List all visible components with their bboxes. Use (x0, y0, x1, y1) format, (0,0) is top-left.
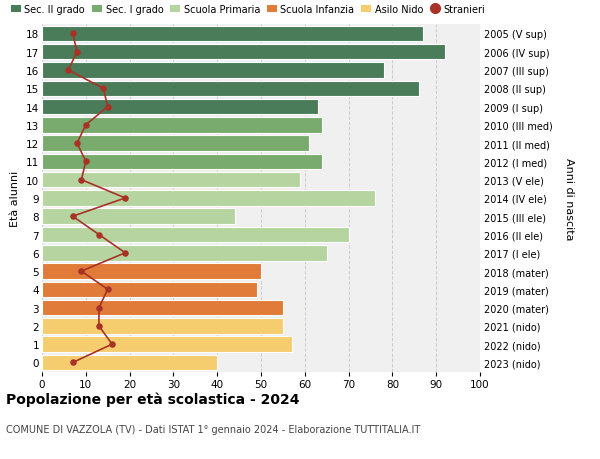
Bar (42, 300, 283, 316)
Point (68, 31, 77, 38)
Bar (42, 355, 217, 370)
Point (77, 177, 86, 184)
Point (121, 195, 130, 202)
Point (68, 359, 77, 366)
Bar (42, 136, 309, 151)
Point (64, 67, 73, 74)
Bar (42, 264, 261, 279)
Point (68, 213, 77, 220)
Bar (42, 63, 383, 78)
Point (103, 104, 113, 111)
Point (94, 304, 104, 312)
Text: COMUNE DI VAZZOLA (TV) - Dati ISTAT 1° gennaio 2024 - Elaborazione TUTTITALIA.IT: COMUNE DI VAZZOLA (TV) - Dati ISTAT 1° g… (6, 424, 420, 434)
Point (121, 250, 130, 257)
Point (98, 85, 108, 93)
Bar (42, 191, 375, 206)
Point (107, 341, 117, 348)
Point (72, 49, 82, 56)
Bar (42, 45, 445, 60)
Bar (42, 319, 283, 334)
Bar (42, 118, 322, 133)
Point (103, 286, 113, 293)
Text: Popolazione per età scolastica - 2024: Popolazione per età scolastica - 2024 (6, 392, 299, 406)
Point (81, 158, 91, 166)
Y-axis label: Anni di nascita: Anni di nascita (564, 157, 574, 240)
Point (94, 323, 104, 330)
Point (77, 268, 86, 275)
Bar (42, 282, 257, 297)
Bar (42, 209, 235, 224)
Bar (42, 154, 322, 170)
Bar (42, 246, 326, 261)
Bar (42, 81, 419, 97)
Bar (42, 173, 301, 188)
Point (81, 122, 91, 129)
Bar (42, 100, 318, 115)
Bar (42, 337, 292, 352)
Y-axis label: Età alunni: Età alunni (10, 170, 20, 227)
Point (94, 231, 104, 239)
Bar (42, 227, 349, 243)
Legend: Sec. II grado, Sec. I grado, Scuola Primaria, Scuola Infanzia, Asilo Nido, Stran: Sec. II grado, Sec. I grado, Scuola Prim… (11, 5, 485, 15)
Point (72, 140, 82, 147)
Bar (42, 27, 423, 42)
